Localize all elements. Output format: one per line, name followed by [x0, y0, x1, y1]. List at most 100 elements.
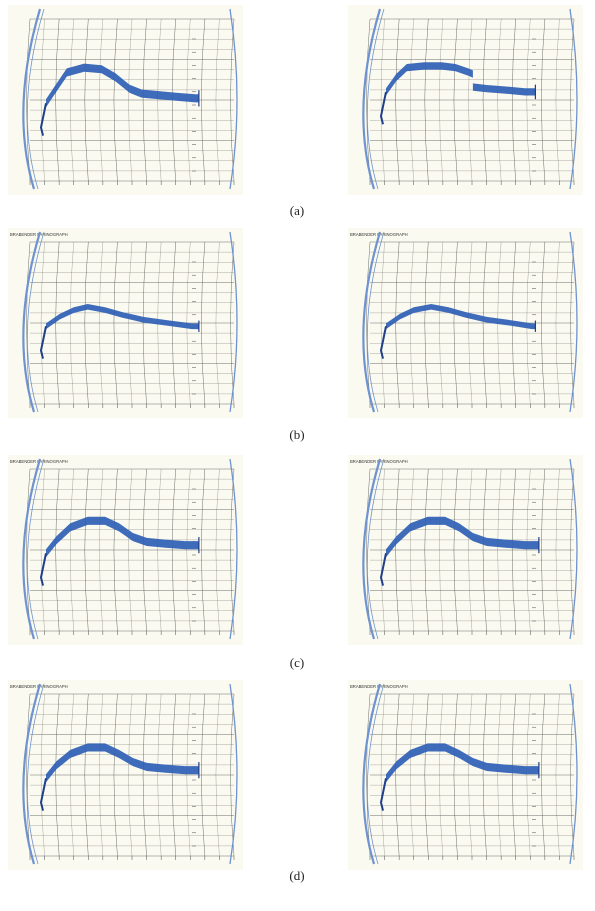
trace-start: [39, 103, 47, 136]
grid-line-vertical: [497, 468, 502, 632]
farinogram-chart: [348, 5, 583, 195]
farinogram-chart: BRABENDER FARINOGRAPH: [8, 680, 243, 870]
grid-line-vertical: [230, 693, 235, 857]
grid-line-vertical: [142, 241, 147, 405]
left-rail-inner: [366, 683, 385, 865]
grid-line-vertical: [468, 18, 473, 182]
left-rail-inner: [366, 8, 385, 190]
grid-line-vertical: [453, 241, 458, 405]
grid-line-vertical: [380, 693, 385, 857]
trace-start: [39, 778, 47, 811]
right-rail: [229, 8, 238, 190]
grid-line-vertical: [84, 18, 89, 182]
grid-line-vertical: [410, 468, 414, 632]
grid-line-vertical: [113, 468, 118, 632]
grid-line-vertical: [128, 693, 133, 857]
right-rail: [229, 458, 238, 640]
grid-line-vertical: [128, 468, 133, 632]
grid-line-vertical: [541, 468, 546, 632]
left-rail: [22, 231, 42, 413]
grid-line-vertical: [55, 693, 60, 857]
grid-line-vertical: [526, 18, 531, 182]
farinogram-chart: [8, 5, 243, 195]
grid-line-vertical: [201, 468, 206, 632]
grid-line-vertical: [40, 693, 45, 857]
grid-line-vertical: [128, 18, 133, 182]
grid-line-vertical: [380, 18, 385, 182]
left-rail-inner: [26, 458, 45, 640]
right-rail: [229, 231, 238, 413]
grid-line-vertical: [99, 693, 104, 857]
grid-line-vertical: [215, 241, 220, 405]
grid-line-vertical: [526, 693, 531, 857]
grid-line-vertical: [424, 18, 429, 182]
grid-line-vertical: [230, 468, 235, 632]
grid-line-vertical: [541, 241, 546, 405]
trace-band: [386, 62, 536, 96]
left-rail: [22, 458, 42, 640]
grid-line-vertical: [453, 693, 458, 857]
grid-line-vertical: [570, 468, 575, 632]
grid-line-vertical: [482, 241, 487, 405]
left-rail-inner: [366, 458, 385, 640]
grid-line-vertical: [186, 468, 191, 632]
grid-line-vertical: [424, 241, 429, 405]
grid-line-vertical: [482, 693, 487, 857]
trace-start: [379, 778, 387, 811]
trace-band: [46, 516, 199, 558]
left-rail: [362, 231, 382, 413]
grid-line-vertical: [424, 468, 429, 632]
grid-line-vertical: [40, 468, 45, 632]
grid-line-vertical: [410, 18, 414, 182]
left-rail: [22, 683, 42, 865]
left-rail-inner: [26, 8, 45, 190]
right-rail: [569, 458, 578, 640]
grid-line-vertical: [570, 241, 575, 405]
grid-line-vertical: [497, 18, 502, 182]
grid-line-vertical: [55, 18, 60, 182]
grid-line-vertical: [526, 468, 531, 632]
farinogram-chart: BRABENDER FARINOGRAPH: [8, 455, 243, 645]
grid-line-vertical: [541, 18, 546, 182]
trace-start: [379, 91, 387, 125]
trace-band: [386, 304, 536, 330]
grid-line-vertical: [55, 241, 60, 405]
grid-line-vertical: [555, 693, 560, 857]
grid-line-vertical: [511, 468, 516, 632]
grid-line-vertical: [84, 241, 89, 405]
grid-line-vertical: [113, 693, 118, 857]
grid-line-vertical: [171, 468, 176, 632]
grid-line-vertical: [70, 241, 74, 405]
grid-line-vertical: [439, 693, 444, 857]
grid-line-vertical: [555, 18, 560, 182]
farinogram-chart: BRABENDER FARINOGRAPH: [348, 680, 583, 870]
grid-line-vertical: [511, 18, 516, 182]
grid-line-vertical: [439, 468, 444, 632]
grid-line-vertical: [453, 18, 458, 182]
grid-line-vertical: [84, 693, 89, 857]
row-label: (c): [289, 655, 305, 670]
grid-line-vertical: [142, 18, 147, 182]
grid-line-vertical: [157, 693, 162, 857]
grid-line-vertical: [157, 18, 162, 182]
left-rail: [362, 683, 382, 865]
grid-line-vertical: [410, 241, 414, 405]
row-label: (a): [289, 203, 305, 218]
grid-line-vertical: [40, 18, 45, 182]
left-rail: [362, 8, 382, 190]
grid-line-vertical: [410, 693, 414, 857]
grid-line-vertical: [570, 18, 575, 182]
grid-line-vertical: [142, 693, 147, 857]
grid-line-vertical: [99, 468, 104, 632]
grid-line-vertical: [395, 468, 400, 632]
grid-line-vertical: [395, 18, 400, 182]
grid-line-vertical: [99, 241, 104, 405]
grid-line-vertical: [541, 693, 546, 857]
grid-line-vertical: [555, 241, 560, 405]
left-rail: [362, 458, 382, 640]
grid-line-vertical: [468, 241, 473, 405]
trace-start: [39, 553, 47, 586]
left-rail-inner: [26, 683, 45, 865]
grid-line-vertical: [230, 241, 235, 405]
row-label: (d): [289, 868, 305, 883]
